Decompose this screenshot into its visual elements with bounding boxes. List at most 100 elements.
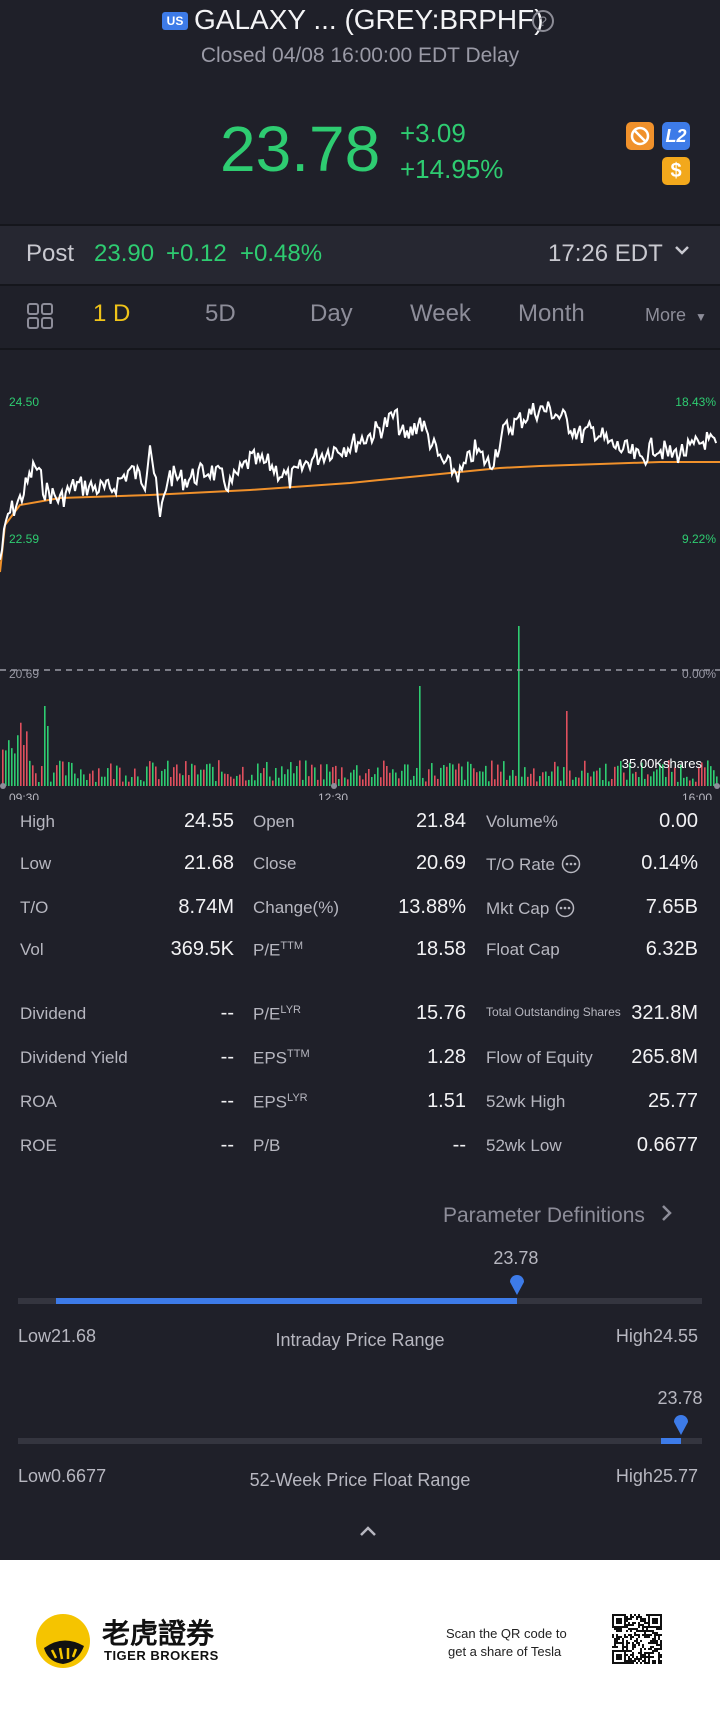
stat-value: 1.28 bbox=[427, 1046, 466, 1068]
volume-bar bbox=[407, 764, 409, 786]
volume-bar bbox=[167, 760, 169, 786]
volume-bar bbox=[191, 763, 193, 786]
volume-bar bbox=[263, 768, 265, 786]
volume-bar bbox=[449, 763, 451, 786]
stat-label: Flow of Equity bbox=[486, 1048, 593, 1067]
chart-pct-low: 9.22% bbox=[682, 532, 716, 546]
volume-bar bbox=[362, 779, 364, 786]
more-info-icon[interactable] bbox=[549, 898, 575, 918]
volume-bar bbox=[647, 774, 649, 786]
tab-month[interactable]: Month bbox=[518, 300, 585, 327]
volume-bar bbox=[392, 769, 394, 786]
level2-icon[interactable]: L2 bbox=[662, 122, 690, 150]
volume-bar bbox=[551, 771, 553, 786]
average-price-line bbox=[0, 461, 720, 573]
volume-bar bbox=[149, 761, 151, 786]
volume-bar bbox=[518, 626, 520, 786]
week52-high: High25.77 bbox=[615, 1466, 698, 1486]
volume-bar bbox=[143, 781, 145, 786]
stat-value: 7.65B bbox=[645, 896, 698, 918]
footer: 老虎證券 TIGER BROKERS Scan the QR code to g… bbox=[0, 1560, 720, 1720]
week52-track bbox=[18, 1438, 702, 1444]
dollar-icon[interactable]: $ bbox=[662, 157, 690, 185]
volume-bar bbox=[383, 760, 385, 786]
tab-day[interactable]: Day bbox=[310, 300, 353, 327]
volume-bar bbox=[377, 767, 379, 786]
stat-label: High bbox=[20, 812, 55, 831]
volume-bar bbox=[569, 770, 571, 786]
tab-more[interactable]: More ▼ bbox=[645, 305, 707, 326]
grid-layout-icon[interactable] bbox=[26, 302, 54, 335]
volume-bar bbox=[653, 771, 655, 786]
stat-label: T/O bbox=[20, 898, 49, 917]
volume-bar bbox=[446, 766, 448, 786]
volume-bar bbox=[170, 776, 172, 786]
no-trade-icon[interactable] bbox=[626, 122, 654, 150]
volume-bar bbox=[173, 767, 175, 786]
time-axis-dot bbox=[331, 783, 337, 789]
week52-range: 23.78 Low0.6677 52-Week Price Float Rang… bbox=[0, 1380, 720, 1500]
volume-bar bbox=[617, 765, 619, 786]
volume-bar bbox=[491, 760, 493, 786]
price-change-pct: +14.95% bbox=[400, 154, 504, 184]
tab-1d[interactable]: 1 D bbox=[93, 300, 131, 327]
stat-value: -- bbox=[220, 1134, 234, 1156]
help-icon[interactable]: ? bbox=[532, 10, 554, 32]
tab-week[interactable]: Week bbox=[410, 300, 471, 327]
volume-bar bbox=[419, 686, 421, 786]
volume-bar bbox=[614, 766, 616, 786]
volume-bar bbox=[65, 775, 67, 786]
volume-bar bbox=[488, 781, 490, 786]
stat-value: 24.55 bbox=[183, 810, 234, 832]
collapse-chevron-icon[interactable] bbox=[358, 1524, 378, 1543]
volume-bar bbox=[434, 775, 436, 786]
volume-bar bbox=[272, 780, 274, 786]
volume-bar bbox=[470, 763, 472, 786]
volume-bar bbox=[308, 776, 310, 786]
chart-prev-pct: 0.00% bbox=[682, 667, 716, 681]
tab-5d[interactable]: 5D bbox=[205, 300, 236, 327]
volume-bar bbox=[347, 779, 349, 786]
volume-bar bbox=[674, 767, 676, 786]
volume-bar bbox=[545, 771, 547, 786]
volume-bar bbox=[473, 768, 475, 786]
stat-value: 20.69 bbox=[415, 852, 466, 874]
volume-bar bbox=[41, 766, 43, 786]
volume-bar bbox=[206, 764, 208, 786]
last-price: 23.78 bbox=[220, 113, 381, 185]
volume-bar bbox=[215, 781, 217, 786]
chevron-down-icon[interactable] bbox=[672, 240, 692, 265]
stat-label: Total Outstanding Shares bbox=[486, 1005, 621, 1019]
volume-bar bbox=[452, 764, 454, 786]
volume-bar bbox=[179, 773, 181, 786]
volume-bar bbox=[194, 765, 196, 786]
volume-bar bbox=[368, 768, 370, 786]
volume-bar bbox=[77, 778, 79, 786]
volume-bar bbox=[134, 768, 136, 786]
more-info-icon[interactable] bbox=[555, 854, 581, 874]
stat-value: 265.8M bbox=[631, 1046, 698, 1068]
volume-bar bbox=[233, 778, 235, 786]
volume-bar bbox=[107, 768, 109, 786]
volume-bar bbox=[575, 777, 577, 786]
volume-bar bbox=[110, 763, 112, 786]
stat-value: 0.14% bbox=[641, 852, 698, 874]
volume-bar bbox=[242, 766, 244, 786]
volume-bar bbox=[443, 765, 445, 786]
week52-current-value: 23.78 bbox=[657, 1388, 703, 1408]
volume-bar bbox=[503, 761, 505, 786]
volume-bar bbox=[416, 767, 418, 786]
volume-bar bbox=[140, 779, 142, 786]
post-market-bar[interactable]: Post 23.90 +0.12 +0.48% 17:26 EDT bbox=[0, 224, 720, 286]
volume-bar bbox=[539, 776, 541, 786]
volume-bar bbox=[230, 776, 232, 786]
volume-bar bbox=[572, 779, 574, 786]
volume-bar bbox=[527, 776, 529, 786]
week52-fill bbox=[660, 1438, 682, 1444]
intraday-chart[interactable]: 24.50 22.59 18.43% 9.22% 20.69 0.00% 35.… bbox=[0, 350, 720, 800]
parameter-definitions-link[interactable]: Parameter Definitions bbox=[443, 1204, 673, 1228]
volume-bar bbox=[83, 774, 85, 786]
volume-bar bbox=[269, 776, 271, 786]
stat-label: Open bbox=[253, 812, 295, 831]
volume-bar bbox=[467, 761, 469, 786]
